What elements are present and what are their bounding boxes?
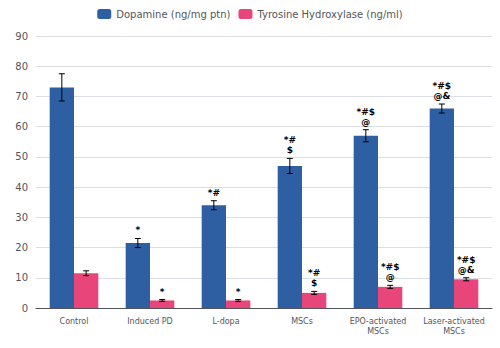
svg-text:*#: *# [308,268,320,278]
svg-text:20: 20 [15,242,28,253]
svg-text:90: 90 [15,31,28,42]
svg-text:@: @ [361,117,370,127]
svg-text:30: 30 [15,212,28,223]
svg-text:*: * [135,225,140,235]
svg-text:Induced PD: Induced PD [127,317,173,326]
svg-text:Control: Control [60,317,89,326]
svg-text:60: 60 [15,121,28,132]
svg-text:*#$: *#$ [457,255,476,265]
svg-text:80: 80 [15,61,28,72]
svg-text:$: $ [287,145,293,155]
svg-text:70: 70 [15,91,28,102]
svg-text:$: $ [311,278,317,288]
svg-text:*#: *# [284,135,296,145]
svg-text:Tyrosine Hydroxylase (ng/ml): Tyrosine Hydroxylase (ng/ml) [256,9,402,20]
svg-text:MSCs: MSCs [367,327,389,336]
svg-text:@&: @& [433,91,450,101]
svg-text:*#$: *#$ [381,262,400,272]
svg-text:@&: @& [458,265,475,275]
svg-text:10: 10 [15,272,28,283]
svg-text:*#: *# [208,188,220,198]
svg-text:0: 0 [22,303,28,314]
svg-text:@: @ [386,272,395,282]
svg-text:*#$: *#$ [357,107,376,117]
svg-text:*: * [160,287,165,297]
svg-text:*: * [236,287,241,297]
svg-text:Laser-activated: Laser-activated [423,317,485,326]
svg-text:MSCs: MSCs [443,327,465,336]
svg-text:MSCs: MSCs [291,317,313,326]
svg-text:*#$: *#$ [433,81,452,91]
svg-text:EPO-activated: EPO-activated [350,317,407,326]
svg-text:Dopamine (ng/mg ptn): Dopamine (ng/mg ptn) [116,9,230,20]
svg-text:50: 50 [15,151,28,162]
svg-text:L-dopa: L-dopa [212,317,239,326]
svg-text:40: 40 [15,182,28,193]
